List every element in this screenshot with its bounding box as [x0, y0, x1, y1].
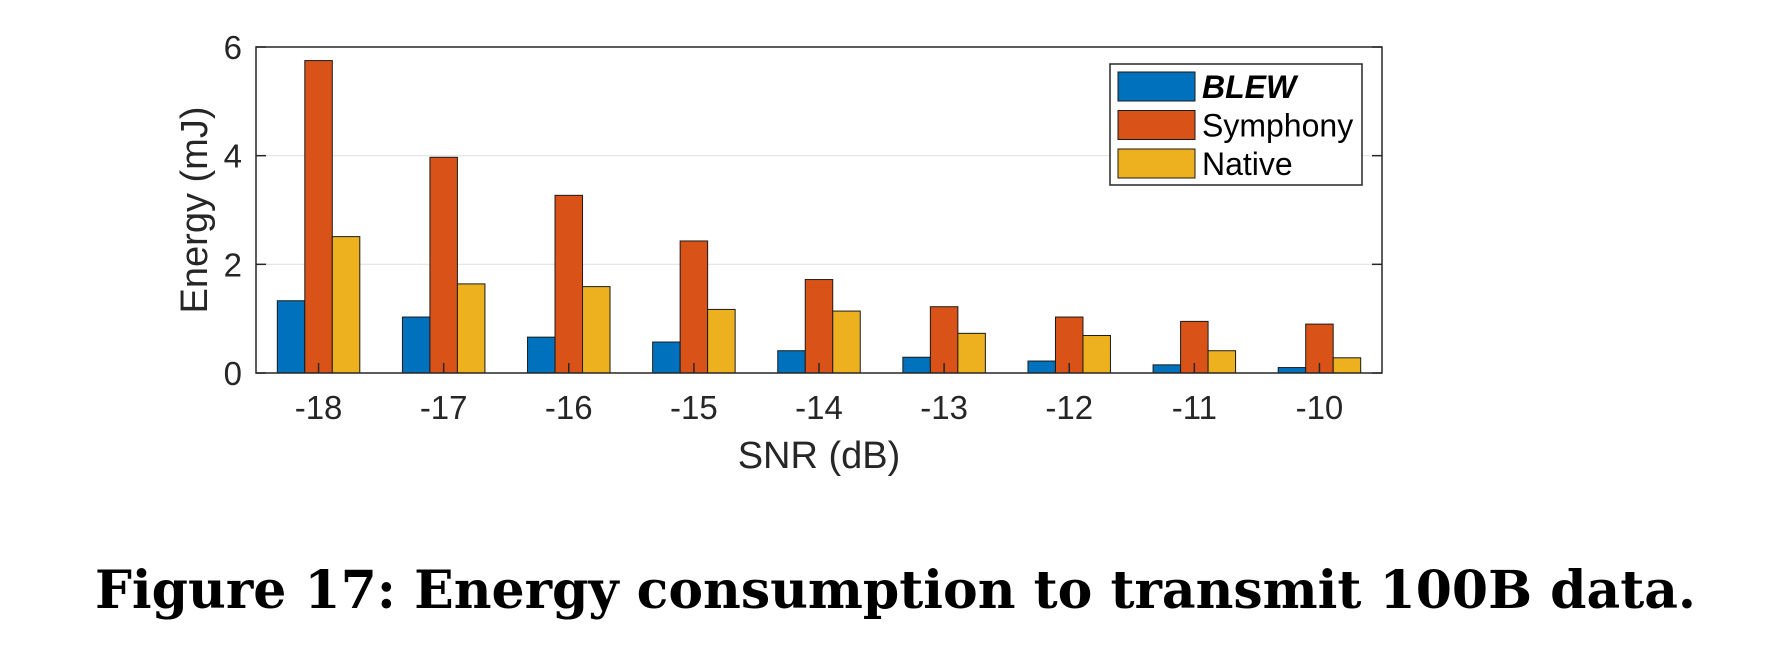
bar-native--15: [707, 308, 736, 374]
legend-swatch-blew: [1117, 71, 1196, 102]
bar-blew--14: [777, 350, 806, 374]
bar-native--18: [331, 236, 361, 374]
figure-caption: Figure 17: Energy consumption to transmi…: [94, 560, 1697, 621]
bar-blew--12: [1027, 360, 1056, 374]
x-tick-label-4: -14: [795, 389, 843, 426]
legend-swatch-symphony: [1117, 110, 1196, 140]
bar-native--11: [1207, 350, 1237, 374]
bar-symphony--15: [679, 240, 709, 374]
bar-symphony--16: [554, 194, 584, 374]
bar-symphony--17: [429, 156, 458, 374]
bar-native--12: [1082, 335, 1111, 374]
x-tick-label-3: -15: [670, 389, 718, 426]
bar-native--16: [582, 286, 611, 374]
bar-blew--15: [652, 341, 681, 374]
bar-blew--13: [902, 356, 931, 374]
bar-native--10: [1332, 357, 1362, 374]
legend-label-blew: BLEW: [1202, 69, 1299, 105]
x-tick-label-1: -17: [420, 389, 468, 426]
bar-native--13: [957, 332, 986, 374]
y-tick-label-3: 6: [224, 29, 242, 66]
bar-blew--17: [401, 316, 431, 374]
bars: [276, 60, 1362, 374]
legend-label-native: Native: [1202, 146, 1293, 182]
y-tick-label-2: 4: [224, 138, 242, 175]
x-tick-label-2: -16: [545, 389, 593, 426]
y-tick-label-1: 2: [224, 246, 242, 283]
x-tick-label-0: -18: [295, 389, 343, 426]
x-tick-label-8: -10: [1296, 389, 1344, 426]
x-axis-label: SNR (dB): [738, 435, 901, 477]
bar-native--17: [456, 283, 486, 374]
x-tick-label-5: -13: [920, 389, 968, 426]
bar-blew--16: [527, 336, 556, 374]
y-tick-label-0: 0: [224, 355, 242, 392]
y-axis-label: Energy (mJ): [174, 107, 216, 314]
bar-symphony--13: [929, 306, 959, 374]
bar-symphony--14: [804, 279, 834, 374]
bar-blew--11: [1152, 364, 1182, 374]
energy-bar-chart: 0 2 4 6 -18 -17 -16 -15 -14 -13 -12 -11 -10 SNR (dB…: [174, 29, 1383, 477]
bar-native--14: [832, 310, 861, 374]
legend-swatch-native: [1117, 148, 1196, 179]
x-axis-ticks: -18 -17 -16 -15 -14 -13 -12 -11 -10: [295, 363, 1344, 426]
bar-blew--18: [276, 300, 306, 374]
x-tick-label-7: -11: [1172, 389, 1217, 426]
y-axis-ticks: 0 2 4 6: [224, 29, 1382, 392]
x-tick-label-6: -12: [1045, 389, 1093, 426]
bar-blew--10: [1277, 367, 1307, 374]
bar-symphony--18: [304, 60, 333, 374]
legend-label-symphony: Symphony: [1202, 108, 1353, 144]
